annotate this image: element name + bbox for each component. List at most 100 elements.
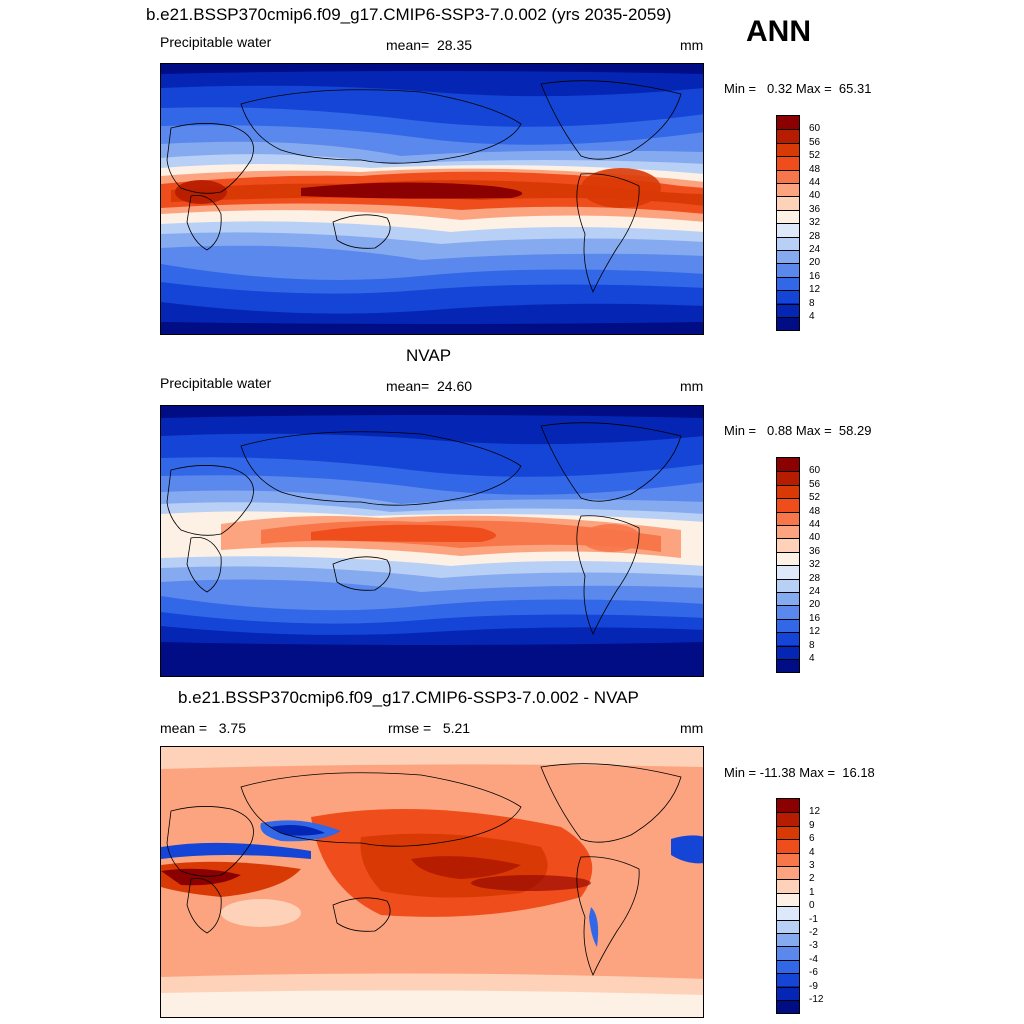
colorbar-label: 1 (809, 886, 815, 898)
colorbar-swatch (777, 605, 799, 619)
colorbar-label: 32 (809, 559, 821, 571)
colorbar-label: 56 (809, 136, 821, 148)
colorbar-label: 28 (809, 230, 821, 242)
colorbar-label: -9 (809, 980, 818, 992)
colorbar-tick (776, 825, 800, 827)
colorbar-swatch (777, 906, 799, 920)
colorbar-swatch (777, 316, 799, 331)
colorbar-tick (776, 565, 800, 567)
panel1-units-label: mm (680, 37, 704, 53)
colorbar-swatch (777, 142, 799, 157)
colorbar-label: 24 (809, 244, 821, 255)
colorbar-swatch (777, 471, 799, 485)
panel3-map (160, 746, 704, 1018)
colorbar-swatch (777, 632, 799, 646)
colorbar-label: -3 (809, 940, 818, 952)
colorbar-label: -1 (809, 913, 818, 925)
colorbar-tick (776, 946, 800, 948)
colorbar-swatch (777, 591, 799, 606)
colorbar-label: 24 (809, 586, 821, 597)
colorbar-tick (776, 169, 800, 171)
panel3-colorbar: 12 9 6 4 3 2 1 0 -1 -2 -3 -4 -6 -9 -12 (776, 798, 823, 1015)
colorbar-label: 52 (809, 492, 821, 504)
colorbar-swatch (777, 999, 799, 1014)
colorbar-swatch (777, 825, 799, 840)
colorbar-label: 9 (809, 819, 815, 831)
season-label: ANN (746, 15, 811, 48)
panel1-map-svg (161, 64, 703, 334)
colorbar-label: 8 (809, 297, 815, 309)
colorbar-swatch (777, 852, 799, 866)
colorbar-swatch (777, 892, 799, 907)
colorbar-swatch (777, 196, 799, 210)
colorbar-tick (776, 906, 800, 908)
colorbar-box (776, 798, 800, 1015)
colorbar-label: 12 (809, 284, 821, 296)
colorbar-tick (776, 196, 800, 198)
colorbar-swatch (777, 839, 799, 853)
colorbar-swatch (777, 129, 799, 143)
panel3-mean-label: mean = 3.75 (160, 720, 247, 736)
colorbar-swatch (777, 458, 799, 472)
colorbar-tick (776, 263, 800, 265)
colorbar-tick (776, 498, 800, 500)
colorbar-tick (776, 317, 800, 318)
colorbar-tick (776, 303, 800, 305)
colorbar-swatch (777, 249, 799, 264)
colorbar-label: 4 (809, 653, 815, 664)
colorbar-swatch (777, 658, 799, 673)
colorbar-label: 48 (809, 505, 821, 517)
panel2-map-svg (161, 406, 703, 676)
colorbar-label: 48 (809, 163, 821, 175)
colorbar-tick (776, 511, 800, 513)
colorbar-tick (776, 525, 800, 526)
colorbar-swatch (777, 263, 799, 277)
colorbar-tick (776, 632, 800, 634)
colorbar-swatch (777, 290, 799, 304)
colorbar-tick (776, 276, 800, 278)
colorbar-tick (776, 223, 800, 225)
colorbar-label: -12 (809, 994, 824, 1005)
panel2-colorbar: 60 56 52 48 44 40 36 32 28 24 20 16 12 8 4 (776, 457, 820, 674)
colorbar-tick (776, 209, 800, 211)
colorbar-label: 20 (809, 257, 821, 269)
case-title: b.e21.BSSP370cmip6.f09_g17.CMIP6-SSP3-7.… (146, 5, 672, 24)
colorbar-tick (776, 142, 800, 144)
colorbar-tick (776, 183, 800, 184)
colorbar-label: 12 (809, 806, 821, 818)
colorbar-label: 4 (809, 846, 815, 858)
colorbar-tick (776, 879, 800, 881)
colorbar-swatch (777, 236, 799, 250)
panel1-mean-label: mean= 28.35 (386, 37, 473, 53)
colorbar-box (776, 457, 800, 674)
colorbar-tick (776, 659, 800, 660)
colorbar-swatch (777, 116, 799, 130)
colorbar-swatch (777, 182, 799, 197)
colorbar-label: 52 (809, 150, 821, 162)
colorbar-label: -6 (809, 967, 818, 979)
colorbar-swatch (777, 946, 799, 960)
colorbar-swatch (777, 551, 799, 566)
colorbar-swatch (777, 156, 799, 170)
colorbar-tick (776, 1000, 800, 1001)
panel3-units-label: mm (680, 720, 704, 736)
colorbar-tick (776, 605, 800, 607)
colorbar-tick (776, 290, 800, 292)
colorbar-tick (776, 973, 800, 975)
colorbar-label: 60 (809, 465, 821, 477)
colorbar-swatch (777, 645, 799, 659)
colorbar-swatch (777, 498, 799, 512)
colorbar-tick (776, 839, 800, 841)
panel2-mean-label: mean= 24.60 (386, 378, 473, 394)
colorbar-swatch (777, 986, 799, 1000)
colorbar-swatch (777, 879, 799, 893)
colorbar-swatch (777, 524, 799, 539)
colorbar-label: 0 (809, 900, 815, 912)
colorbar-label: 32 (809, 217, 821, 229)
colorbar-label: 12 (809, 626, 821, 638)
colorbar-swatch (777, 538, 799, 552)
colorbar-tick (776, 933, 800, 934)
colorbar-label: 40 (809, 190, 821, 202)
colorbar-swatch (777, 959, 799, 974)
panel1-variable-label: Precipitable water (160, 34, 272, 50)
